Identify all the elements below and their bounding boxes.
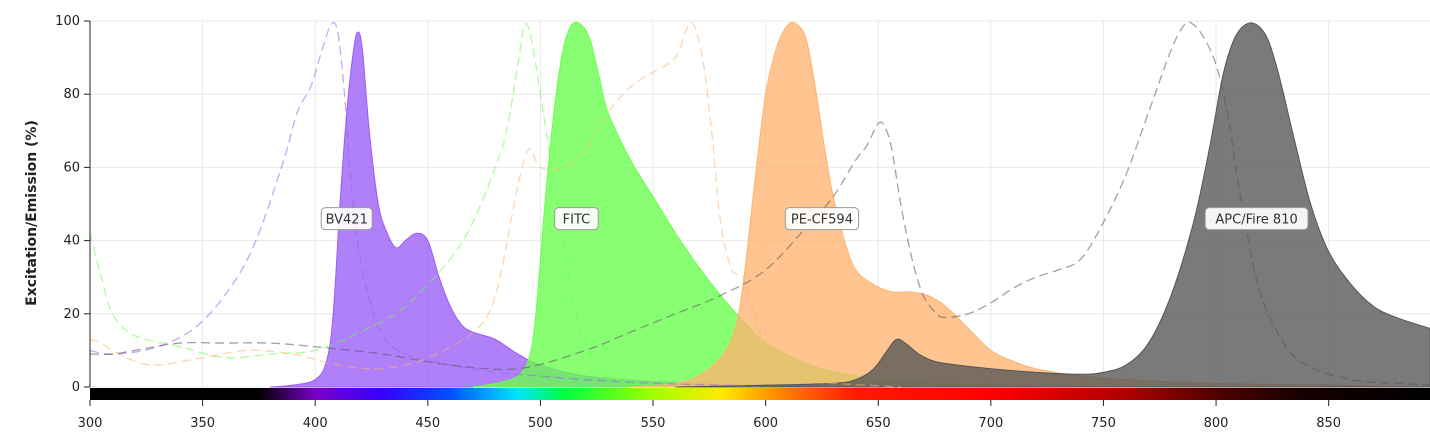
emission-areas <box>270 21 1430 388</box>
excitation-lines <box>89 21 1430 388</box>
x-tick-label: 500 <box>528 416 553 431</box>
y-axis-title: Excitation/Emission (%) <box>24 120 40 306</box>
bv421-label: BV421 <box>320 207 373 231</box>
series-label-text: PE-CF594 <box>791 213 853 228</box>
apc-fire-810-emission-area <box>675 22 1430 388</box>
fitc-excitation-line <box>89 22 676 388</box>
series-label-box <box>1204 207 1309 231</box>
axes: 0 20 40 60 80 100 300 350 400 450 500 550 600 650 700 7… <box>55 14 1341 431</box>
x-tick-label: 300 <box>78 416 103 431</box>
series-label-text: APC/Fire 810 <box>1215 213 1297 228</box>
series-labels: BV421 FITC PE-CF594 APC/Fire 810 <box>320 207 1309 231</box>
series-label-text: FITC <box>563 213 591 228</box>
series-label-box <box>554 207 599 231</box>
x-tick-label: 450 <box>415 416 440 431</box>
wavelength-spectrum-bar <box>90 388 1430 400</box>
y-tick-label: 60 <box>63 160 80 175</box>
y-tick-label: 0 <box>72 380 80 395</box>
y-tick-label: 80 <box>63 87 80 102</box>
apc-fire-810-label: APC/Fire 810 <box>1204 207 1309 231</box>
pe-cf594-label: PE-CF594 <box>784 207 860 231</box>
x-tick-label: 700 <box>978 416 1003 431</box>
x-tick-label: 800 <box>1204 416 1229 431</box>
y-tick-label: 100 <box>55 14 80 29</box>
x-tick-label: 600 <box>753 416 778 431</box>
series-label-text: BV421 <box>326 213 368 228</box>
y-tick-label: 20 <box>63 307 80 322</box>
y-tick-label: 40 <box>63 234 80 249</box>
series-label-box <box>320 207 373 231</box>
x-tick-label: 850 <box>1316 416 1341 431</box>
x-tick-label: 350 <box>190 416 215 431</box>
bv421-excitation-line <box>89 21 766 388</box>
fitc-label: FITC <box>554 207 599 231</box>
x-tick-label: 750 <box>1091 416 1116 431</box>
spectrum-gradient <box>90 388 1430 400</box>
x-tick-label: 550 <box>641 416 666 431</box>
x-tick-label: 400 <box>303 416 328 431</box>
pe-cf594-excitation-line <box>89 21 901 388</box>
x-tick-label: 650 <box>866 416 891 431</box>
series-label-box <box>784 207 860 231</box>
